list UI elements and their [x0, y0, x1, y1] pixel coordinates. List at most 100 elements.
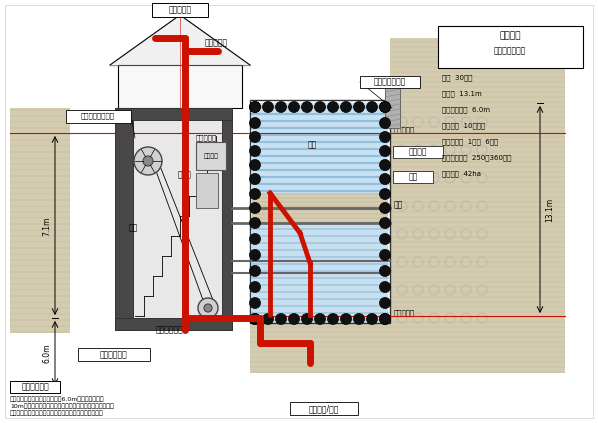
Circle shape	[263, 313, 273, 324]
Bar	[252, 103, 388, 193]
Circle shape	[249, 297, 261, 308]
Circle shape	[380, 189, 390, 200]
Circle shape	[249, 146, 261, 157]
Circle shape	[367, 313, 377, 324]
Circle shape	[249, 313, 261, 324]
Circle shape	[249, 281, 261, 292]
Text: 松野丸太: 松野丸太	[409, 148, 427, 157]
Text: 水路へ放水: 水路へ放水	[205, 38, 228, 47]
Circle shape	[380, 132, 390, 143]
Bar	[10, 381, 60, 393]
Circle shape	[380, 297, 390, 308]
Text: 桃の水系/断組: 桃の水系/断組	[309, 404, 339, 414]
Text: 松柱: 松柱	[307, 140, 316, 149]
Circle shape	[249, 250, 261, 261]
Bar	[250, 100, 390, 323]
Circle shape	[198, 298, 218, 318]
Circle shape	[249, 132, 261, 143]
Bar	[118, 65, 242, 108]
Text: 吐出し水量  1分間  6トン: 吐出し水量 1分間 6トン	[442, 139, 498, 146]
Circle shape	[380, 203, 390, 214]
Bar	[250, 323, 395, 373]
Text: 渇水時水位: 渇水時水位	[394, 310, 415, 316]
Circle shape	[315, 313, 325, 324]
Circle shape	[380, 118, 390, 129]
Text: コンクリート壁: コンクリート壁	[374, 77, 406, 86]
Text: ポンプ小屋: ポンプ小屋	[169, 5, 191, 14]
Text: 松板: 松板	[408, 173, 417, 181]
Circle shape	[204, 304, 212, 312]
Circle shape	[143, 156, 153, 166]
Circle shape	[340, 102, 352, 113]
Circle shape	[249, 118, 261, 129]
Circle shape	[288, 102, 300, 113]
Circle shape	[380, 173, 390, 184]
Circle shape	[263, 102, 273, 113]
Bar	[438, 26, 583, 68]
Text: 10m以上の深さから水を得るためには　ポンプを地下深く: 10m以上の深さから水を得るためには ポンプを地下深く	[10, 403, 114, 409]
Bar	[390, 38, 565, 373]
Bar	[10, 108, 70, 333]
Circle shape	[380, 313, 390, 324]
Circle shape	[249, 102, 261, 113]
Circle shape	[134, 147, 162, 175]
Circle shape	[380, 233, 390, 244]
Bar	[115, 108, 133, 330]
Text: 水鞴型地下室: 水鞴型地下室	[100, 351, 128, 360]
Text: 真空ポンプ: 真空ポンプ	[196, 135, 217, 141]
Text: 実揚程  13.1m: 実揚程 13.1m	[442, 91, 482, 97]
Bar	[115, 318, 232, 330]
Text: 松杭: 松杭	[394, 201, 403, 209]
Circle shape	[288, 313, 300, 324]
Circle shape	[249, 266, 261, 277]
Circle shape	[353, 102, 365, 113]
Circle shape	[328, 313, 338, 324]
Text: 6.0m: 6.0m	[42, 343, 51, 363]
Text: パイプ径  10インチ: パイプ径 10インチ	[442, 123, 485, 129]
Text: 幸木ポンプ能力: 幸木ポンプ能力	[494, 47, 526, 55]
Text: 7.1m: 7.1m	[42, 216, 51, 236]
Text: 吊き錘型モーター: 吊き錘型モーター	[81, 113, 115, 119]
Bar	[393, 146, 443, 158]
Text: 動力  30馬力: 動力 30馬力	[442, 75, 472, 81]
Text: 13.1m: 13.1m	[545, 198, 554, 222]
Circle shape	[380, 102, 390, 113]
Bar	[385, 78, 400, 128]
Bar	[152, 3, 208, 17]
Circle shape	[380, 159, 390, 170]
Circle shape	[380, 146, 390, 157]
Polygon shape	[110, 15, 250, 67]
Circle shape	[380, 313, 390, 324]
Circle shape	[380, 217, 390, 228]
Text: 渇水時水位: 渇水時水位	[394, 127, 415, 133]
Text: 吸い上げ高さ  6.0m: 吸い上げ高さ 6.0m	[442, 107, 490, 113]
Text: 灌漑面積  42ha: 灌漑面積 42ha	[442, 171, 481, 177]
Bar	[66, 110, 131, 123]
Circle shape	[380, 250, 390, 261]
Bar	[290, 402, 358, 415]
Circle shape	[353, 313, 365, 324]
Circle shape	[328, 102, 338, 113]
Bar	[78, 348, 150, 361]
Circle shape	[249, 217, 261, 228]
Text: 階段: 階段	[129, 223, 138, 233]
Circle shape	[249, 233, 261, 244]
Bar	[360, 76, 420, 88]
Circle shape	[249, 203, 261, 214]
Text: １時間吐水量  250～360トン: １時間吐水量 250～360トン	[442, 155, 511, 161]
Circle shape	[380, 281, 390, 292]
Circle shape	[380, 102, 390, 113]
Circle shape	[249, 102, 261, 113]
Circle shape	[340, 313, 352, 324]
Bar	[196, 142, 226, 170]
Circle shape	[249, 313, 261, 324]
Circle shape	[249, 173, 261, 184]
Circle shape	[380, 266, 390, 277]
Text: 設置する必要が有の深い地下室を作りポンプを設置した: 設置する必要が有の深い地下室を作りポンプを設置した	[10, 410, 103, 415]
Text: ベルト: ベルト	[178, 170, 192, 179]
Bar	[115, 108, 232, 120]
Text: 渦巻きポンプ: 渦巻きポンプ	[156, 326, 184, 335]
Circle shape	[315, 102, 325, 113]
Circle shape	[367, 102, 377, 113]
Bar	[133, 120, 222, 318]
